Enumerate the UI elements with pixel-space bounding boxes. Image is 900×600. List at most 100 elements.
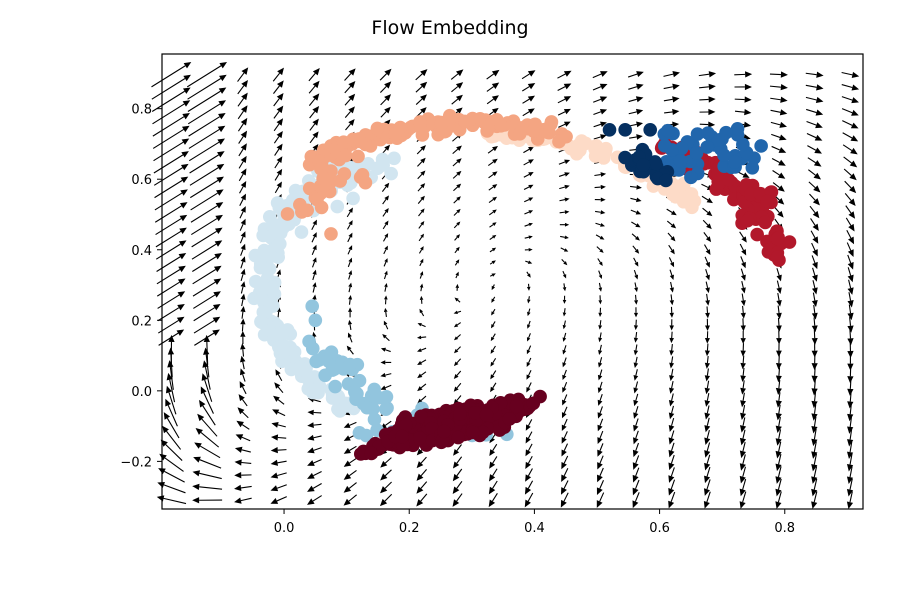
- y-tick-label: 0.6: [131, 173, 152, 188]
- data-point: [360, 400, 374, 415]
- quiver-arrow-head: [672, 71, 680, 78]
- quiver-arrow-head: [847, 261, 854, 270]
- quiver-arrow-head: [846, 476, 854, 484]
- quiver-arrow-head: [847, 363, 854, 371]
- quiver-arrow-head: [777, 198, 785, 205]
- quiver-arrow-shaft: [560, 235, 566, 238]
- quiver-arrow-head: [847, 325, 854, 333]
- quiver-arrow-head: [740, 312, 746, 319]
- quiver-arrow-shaft: [663, 98, 673, 102]
- quiver-arrow-head: [741, 249, 747, 256]
- quiver-arrow-head: [668, 500, 675, 509]
- quiver-arrow-head: [811, 300, 818, 308]
- quiver-arrow-head: [240, 256, 246, 263]
- quiver-arrow-shaft: [188, 128, 220, 149]
- quiver-arrow-shaft: [810, 218, 816, 226]
- quiver-arrow-shaft: [273, 136, 280, 144]
- quiver-arrow-shaft: [739, 243, 744, 251]
- quiver-arrow-shaft: [380, 111, 387, 118]
- quiver-arrow-head: [528, 172, 534, 177]
- data-point: [415, 128, 430, 142]
- quiver-arrow-shaft: [492, 296, 496, 300]
- quiver-arrow-shaft: [812, 292, 816, 301]
- quiver-arrow-shaft: [523, 186, 530, 191]
- quiver-arrow-shaft: [740, 256, 744, 264]
- quiver-arrow-head: [741, 236, 747, 243]
- quiver-arrow-shaft: [153, 167, 183, 186]
- quiver-arrow-head: [456, 221, 461, 226]
- quiver-arrow-head: [181, 151, 189, 158]
- quiver-arrow-head: [597, 449, 603, 457]
- data-point: [701, 126, 715, 140]
- quiver-arrow-shaft: [706, 380, 710, 389]
- quiver-arrow-head: [182, 87, 191, 94]
- quiver-arrow-head: [600, 222, 606, 227]
- quiver-arrow-shaft: [312, 286, 315, 293]
- quiver-arrow-shaft: [456, 493, 463, 502]
- quiver-arrow-head: [703, 488, 710, 496]
- quiver-arrow-shaft: [633, 257, 637, 263]
- quiver-arrow-shaft: [157, 319, 179, 334]
- quiver-arrow-shaft: [349, 445, 357, 451]
- quiver-arrow-head: [420, 195, 425, 201]
- quiver-arrow-shaft: [309, 123, 316, 131]
- quiver-arrow-head: [455, 283, 460, 288]
- quiver-arrow-head: [491, 95, 499, 102]
- quiver-arrow-head: [562, 274, 567, 279]
- quiver-arrow-head: [706, 210, 713, 217]
- quiver-arrow-shaft: [848, 279, 852, 289]
- quiver-arrow-head: [234, 497, 242, 504]
- quiver-arrow-head: [270, 459, 279, 466]
- quiver-arrow-head: [597, 437, 603, 445]
- quiver-arrow-shaft: [528, 382, 532, 389]
- quiver-arrow-head: [307, 460, 315, 466]
- quiver-arrow-shaft: [772, 170, 780, 176]
- quiver-arrow-shaft: [599, 369, 603, 376]
- quiver-arrow-head: [775, 425, 782, 434]
- quiver-arrow-shaft: [527, 455, 533, 464]
- quiver-arrow-head: [742, 172, 750, 178]
- quiver-arrow-head: [453, 336, 459, 341]
- quiver-arrow-head: [636, 71, 644, 78]
- quiver-arrow-shaft: [807, 145, 817, 151]
- quiver-arrow-head: [743, 121, 752, 128]
- quiver-arrow-head: [739, 488, 746, 497]
- quiver-arrow-shaft: [559, 199, 566, 202]
- quiver-arrow-head: [849, 160, 858, 168]
- quiver-arrow-shaft: [595, 234, 601, 238]
- quiver-arrow-head: [240, 293, 246, 300]
- quiver-arrow-head: [416, 461, 424, 469]
- quiver-arrow-head: [669, 375, 675, 382]
- quiver-arrow-head: [526, 362, 531, 367]
- quiver-arrow-head: [634, 300, 639, 305]
- quiver-arrow-head: [455, 107, 463, 114]
- quiver-arrow-shaft: [488, 211, 494, 216]
- quiver-arrow-head: [307, 434, 315, 441]
- quiver-arrow-head: [528, 222, 533, 227]
- quiver-arrow-head: [240, 243, 246, 251]
- quiver-arrow-shaft: [152, 103, 185, 125]
- quiver-arrow-shaft: [528, 357, 532, 364]
- quiver-arrow-shaft: [841, 108, 853, 114]
- plot-frame: [161, 53, 864, 510]
- quiver-arrow-head: [167, 360, 174, 368]
- quiver-arrow-head: [270, 447, 278, 454]
- quiver-arrow-shaft: [527, 443, 533, 451]
- quiver-arrow-head: [312, 269, 317, 275]
- quiver-arrow-shaft: [241, 411, 249, 419]
- data-point: [513, 127, 527, 141]
- quiver-arrow-shaft: [489, 249, 494, 253]
- quiver-arrow-shaft: [635, 356, 638, 364]
- quiver-arrow-head: [163, 412, 171, 420]
- quiver-arrow-shaft: [706, 393, 710, 401]
- quiver-arrow-shaft: [671, 368, 674, 376]
- quiver-arrow-shaft: [415, 98, 423, 105]
- quiver-arrow-head: [849, 185, 857, 194]
- quiver-arrow-head: [452, 499, 460, 507]
- quiver-arrow-head: [527, 299, 531, 304]
- quiver-arrow-head: [307, 447, 315, 454]
- quiver-arrow-head: [672, 96, 680, 103]
- quiver-arrow-shaft: [190, 192, 218, 211]
- quiver-arrow-head: [704, 362, 710, 369]
- quiver-arrow-head: [668, 487, 675, 496]
